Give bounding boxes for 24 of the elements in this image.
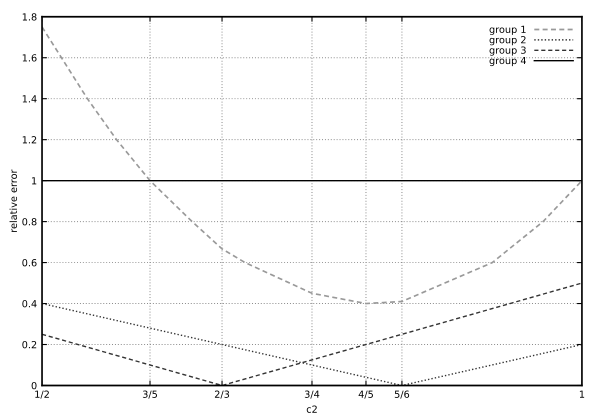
legend-label: group 4 — [490, 56, 526, 66]
y-tick-label: 0.6 — [22, 259, 37, 266]
x-tick-label: 2/3 — [214, 390, 230, 399]
x-tick-label: 1 — [580, 390, 584, 398]
legend-label: group 3 — [490, 46, 526, 56]
line-series — [42, 26, 582, 304]
y-tick-label: 0.2 — [22, 340, 36, 348]
y-axis-title: relative error — [10, 169, 18, 232]
y-tick-label: 1.4 — [22, 95, 37, 102]
x-tick-label: 3/4 — [304, 390, 320, 399]
legend-label: group 1 — [490, 26, 526, 35]
y-tick-label: 1.2 — [22, 136, 36, 144]
y-tick-label: 1.6 — [22, 54, 37, 62]
x-tick-label: 5/6 — [394, 390, 410, 399]
legend-label: group 2 — [490, 36, 526, 46]
x-tick-label: 4/5 — [358, 390, 373, 399]
y-tick-label: 0.8 — [22, 218, 37, 226]
y-tick-label: 1 — [32, 177, 36, 184]
y-tick-label: 0 — [32, 382, 37, 390]
x-axis-title: c2 — [306, 405, 317, 413]
y-tick-label: 1.8 — [22, 13, 37, 21]
y-tick-label: 0.4 — [22, 300, 37, 308]
x-tick-label: 3/5 — [142, 390, 157, 399]
x-tick-label: 1/2 — [35, 390, 49, 399]
